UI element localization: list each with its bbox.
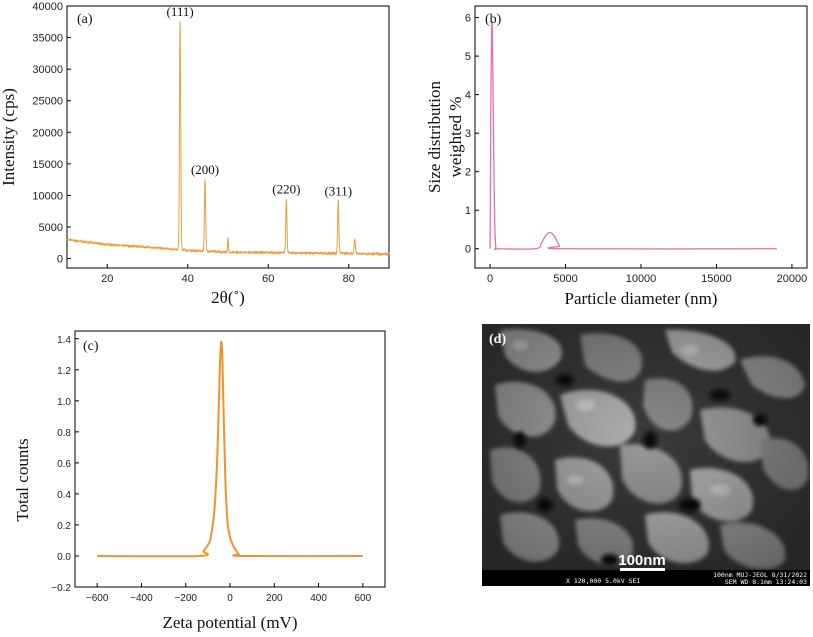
y-tick-label: 10000 (32, 190, 63, 202)
panel-c-xlabel: Zeta potential (mV) (162, 613, 297, 632)
y-tick-label: 40000 (32, 1, 63, 13)
x-tick-label: −600 (86, 593, 109, 604)
panel-a-xlabel: 2θ(˚) (211, 288, 245, 307)
x-tick-label: 20000 (777, 273, 808, 285)
x-tick-label: 60 (262, 273, 274, 285)
y-tick-label: 1.2 (57, 366, 71, 377)
y-tick-label: 2 (465, 167, 471, 179)
y-tick-label: 30000 (32, 64, 63, 76)
panel-c-frame (74, 330, 386, 588)
peak-label: (311) (324, 183, 352, 198)
panel-a-xrd-curve (66, 21, 390, 257)
panel-a-ylabel: Intensity (cps) (0, 88, 18, 186)
panel-d-label: (d) (489, 332, 506, 347)
sem-micrograph (482, 324, 810, 570)
y-tick-label: −0.2 (51, 583, 71, 594)
y-tick-label: 1.4 (57, 335, 71, 346)
y-tick-label: 1.0 (57, 397, 71, 408)
panel-b-ylabel-line1: Size distribution (425, 81, 444, 193)
sem-info-right-bottom: SEM WD 8.1mm 13:24:03 (725, 578, 807, 586)
x-tick-label: 15000 (701, 273, 732, 285)
y-tick-label: 35000 (32, 33, 63, 45)
panel-d-sem-image: 100nm X 120,000 5.0kV SEI 100nm MUJ-JEOL… (482, 324, 810, 586)
y-tick-label: 5000 (39, 222, 63, 234)
x-tick-label: 5000 (553, 273, 577, 285)
y-tick-label: 15000 (32, 159, 63, 171)
panel-a-xrd: 20 40 60 80 0 5000 10000 15000 20000 25000 30000 35… (0, 1, 390, 307)
sem-info-bar (482, 570, 810, 586)
y-tick-label: 0.0 (57, 552, 71, 563)
y-tick-label: 25000 (32, 96, 63, 108)
y-tick-label: 20000 (32, 127, 63, 139)
panel-c-zeta-curve (97, 340, 363, 558)
sem-scale-label: 100nm (618, 552, 666, 569)
y-tick-label: 5 (465, 51, 471, 63)
panel-c-ylabel: Total counts (13, 438, 32, 521)
x-tick-label: −400 (130, 593, 153, 604)
x-tick-label: 0 (227, 593, 233, 604)
peak-label: (200) (191, 162, 219, 177)
sem-info-right-top: 100nm MUJ-JEOL 8/31/2022 (713, 571, 807, 579)
y-tick-label: 4 (465, 90, 471, 102)
panel-a-label: (a) (77, 12, 93, 27)
peak-label: (111) (167, 4, 194, 19)
panel-a-frame (66, 5, 390, 269)
y-tick-label: 3 (465, 128, 471, 140)
panel-c-zeta: −600 −400 −200 0 200 400 600 −0.2 0.0 0.2 0.4 0.6 0.… (13, 330, 386, 632)
panel-b-frame (474, 5, 808, 269)
y-tick-label: 0 (465, 244, 471, 256)
y-tick-label: 0.6 (57, 459, 71, 470)
y-tick-label: 0.8 (57, 428, 71, 439)
peak-label: (220) (272, 182, 300, 197)
panel-b-ylabel-line2: weighted % (446, 97, 465, 178)
x-tick-label: 0 (487, 273, 493, 285)
x-tick-label: 200 (266, 593, 283, 604)
panel-b-size-distribution-curve (489, 20, 777, 250)
sem-info-left: X 120,000 5.0kV SEI (566, 577, 640, 585)
x-tick-label: 600 (355, 593, 372, 604)
panel-b-dls: 0 5000 10000 15000 20000 0 1 2 3 4 5 6 (b) Particle… (425, 5, 808, 308)
y-tick-label: 0 (57, 254, 63, 266)
panel-b-label: (b) (485, 12, 502, 27)
x-tick-label: 80 (343, 273, 355, 285)
y-tick-label: 6 (465, 13, 471, 25)
y-tick-label: 1 (465, 205, 471, 217)
x-tick-label: −200 (174, 593, 197, 604)
y-tick-label: 0.2 (57, 521, 71, 532)
x-tick-label: 40 (182, 273, 194, 285)
x-tick-label: 10000 (626, 273, 657, 285)
x-tick-label: 400 (310, 593, 327, 604)
panel-b-xlabel: Particle diameter (nm) (565, 289, 718, 308)
x-tick-label: 20 (101, 273, 113, 285)
y-tick-label: 0.4 (57, 490, 71, 501)
panel-c-label: (c) (83, 339, 99, 354)
sem-scale-bar (620, 568, 665, 571)
